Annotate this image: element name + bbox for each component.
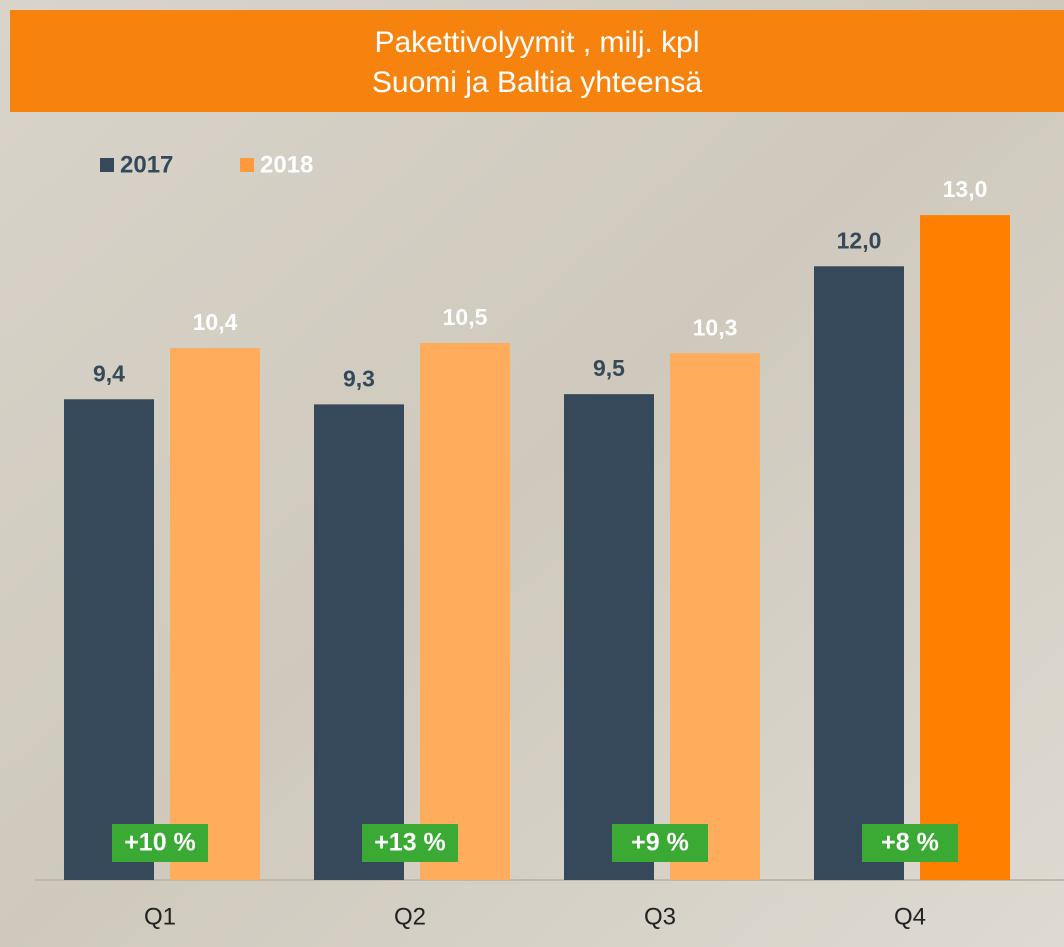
x-tick-label: Q1 xyxy=(144,903,176,930)
bar xyxy=(814,266,904,880)
value-label: 10,5 xyxy=(443,304,488,330)
x-tick-label: Q4 xyxy=(894,903,926,930)
value-label: 13,0 xyxy=(943,176,988,202)
chart-subtitle: Suomi ja Baltia yhteensä xyxy=(372,66,703,99)
value-label: 10,3 xyxy=(693,314,738,340)
growth-label: +9 % xyxy=(631,829,689,857)
growth-label: +10 % xyxy=(124,829,196,857)
growth-badge xyxy=(362,824,458,862)
value-label: 12,0 xyxy=(837,227,882,253)
growth-badge xyxy=(112,824,208,862)
value-label: 9,4 xyxy=(93,360,125,386)
value-label: 9,5 xyxy=(593,355,625,381)
bar xyxy=(564,394,654,880)
value-label: 9,3 xyxy=(343,365,375,391)
value-label: 10,4 xyxy=(193,309,238,335)
bar xyxy=(670,353,760,880)
growth-label: +8 % xyxy=(881,829,939,857)
bar xyxy=(170,348,260,881)
bar xyxy=(920,215,1010,881)
title-band xyxy=(10,10,1064,112)
growth-badge xyxy=(862,824,958,862)
bar xyxy=(420,343,510,880)
legend-swatch xyxy=(240,158,254,172)
growth-label: +13 % xyxy=(374,829,446,857)
legend-swatch xyxy=(100,158,114,172)
legend-label: 2018 xyxy=(260,151,313,178)
growth-badge xyxy=(612,824,708,862)
bar xyxy=(64,399,154,880)
x-tick-label: Q3 xyxy=(644,903,676,930)
x-tick-label: Q2 xyxy=(394,903,426,930)
legend-label: 2017 xyxy=(120,151,173,178)
chart-title: Pakettivolyymit , milj. kpl xyxy=(374,26,699,59)
bar xyxy=(314,404,404,880)
